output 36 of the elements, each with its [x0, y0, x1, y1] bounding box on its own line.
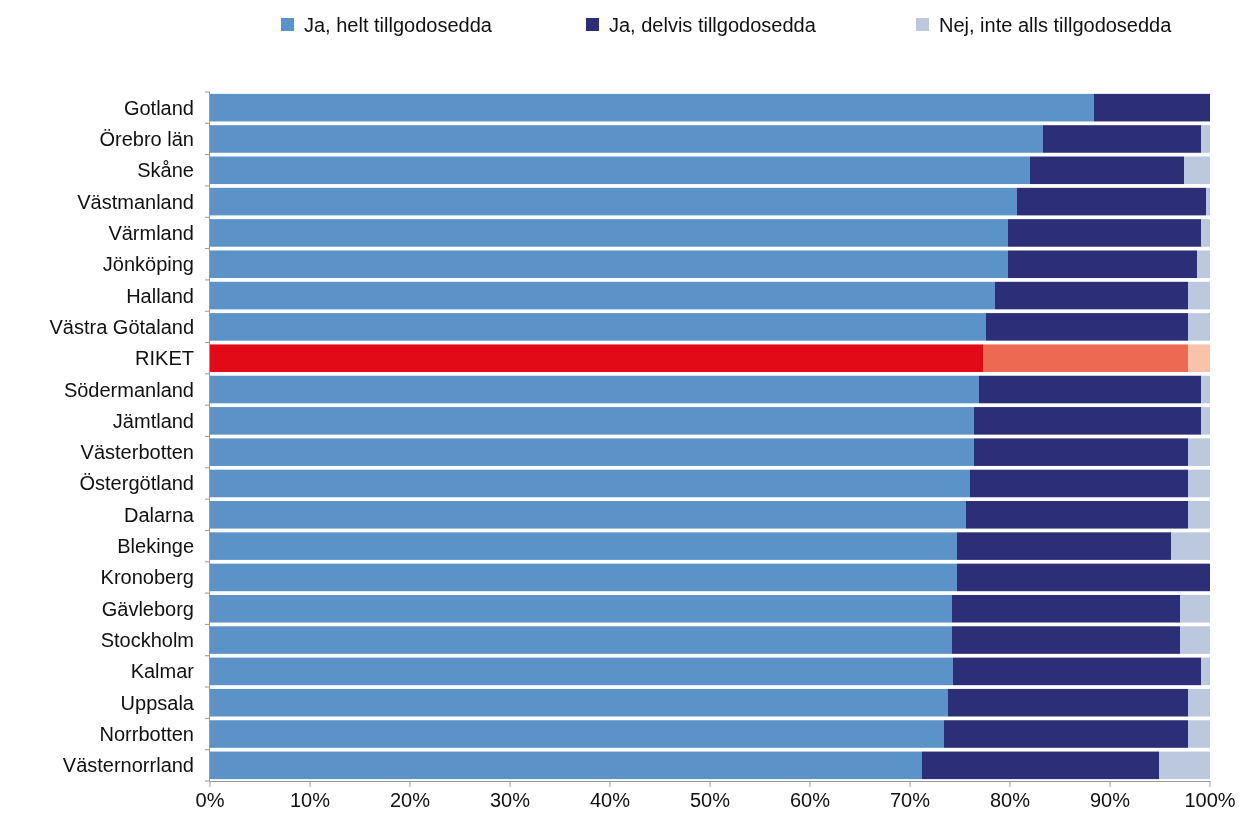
y-tick-label: Dalarna [123, 503, 195, 526]
y-tick-label: Västmanland [77, 190, 194, 213]
x-tick-label: 30% [489, 789, 531, 811]
x-tick-label: 10% [289, 789, 331, 811]
legend-label: Ja, delvis tillgodosedda [609, 14, 817, 36]
y-tick-label: Jönköping [102, 253, 194, 276]
y-tick-label: Södermanland [63, 378, 194, 401]
y-tick-label: RIKET [135, 347, 194, 370]
legend-label: Nej, inte alls tillgodosedda [939, 14, 1173, 36]
x-tick-label: 80% [989, 789, 1031, 811]
y-tick-label: Östergötland [79, 472, 194, 495]
y-tick-label: Västra Götaland [49, 315, 194, 338]
y-tick-label: Gävleborg [101, 597, 194, 620]
x-tick-label: 70% [889, 789, 931, 811]
y-tick-label: Värmland [108, 221, 194, 244]
y-tick-label: Kalmar [130, 660, 195, 683]
x-tick-label: 40% [589, 789, 631, 811]
y-tick-label: Kronoberg [100, 566, 194, 589]
x-tick-label: 90% [1089, 789, 1131, 811]
y-tick-label: Uppsala [120, 691, 195, 714]
y-tick-label: Skåne [137, 159, 194, 182]
y-tick-label: Örebro län [99, 127, 194, 150]
y-tick-label: Halland [126, 284, 194, 307]
x-tick-label: 0% [195, 789, 225, 811]
y-tick-label: Gotland [123, 96, 194, 119]
y-tick-label: Västerbotten [80, 441, 194, 464]
y-tick-label: Blekinge [117, 535, 194, 558]
y-tick-label: Västernorrland [62, 754, 194, 777]
y-tick-label: Norrbotten [99, 723, 194, 746]
x-tick-label: 20% [389, 789, 431, 811]
y-tick-label: Stockholm [100, 629, 194, 652]
legend-label: Ja, helt tillgodosedda [304, 14, 493, 36]
x-tick-label: 50% [689, 789, 731, 811]
y-tick-label: Jämtland [112, 409, 194, 432]
x-tick-label: 100% [1184, 789, 1236, 811]
x-tick-label: 60% [789, 789, 831, 811]
